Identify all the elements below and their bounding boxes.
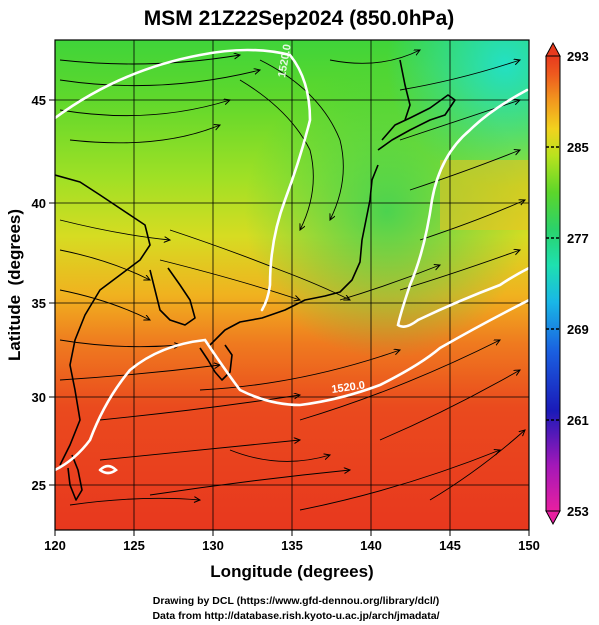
map-title: MSM 21Z22Sep2024 (850.0hPa) xyxy=(144,7,455,30)
colorbar-tick-label: 269 xyxy=(567,322,589,337)
colorbar-gradient xyxy=(545,55,561,512)
colorbar-tick-label: 277 xyxy=(567,231,589,246)
grid-lines xyxy=(55,40,529,530)
coastlines xyxy=(55,59,456,501)
tick-marks xyxy=(49,99,530,536)
contour-southwest-closed xyxy=(98,464,118,475)
x-axis-label: Longitude (degrees) xyxy=(210,562,373,581)
x-tick-label: 120 xyxy=(44,538,66,553)
colorbar: 293 285 277 269 261 253 xyxy=(545,41,589,526)
coastline-japan-hokkaido xyxy=(377,94,456,151)
x-tick-label: 125 xyxy=(123,538,145,553)
colorbar-tick-label: 253 xyxy=(567,504,589,519)
coastline-taiwan xyxy=(67,454,83,501)
warm-region-northeast xyxy=(440,160,529,230)
credit-data: Data from http://database.rish.kyoto-u.a… xyxy=(152,610,439,622)
colorbar-bottom-triangle xyxy=(545,510,561,526)
colorbar-tick-label: 285 xyxy=(567,140,589,155)
x-tick-label: 150 xyxy=(518,538,540,553)
coastline-sakhalin xyxy=(399,59,411,121)
coastline-korea xyxy=(149,267,196,326)
x-tick-label: 140 xyxy=(360,538,382,553)
y-tick-labels: 25 30 35 40 45 xyxy=(32,93,46,493)
x-tick-label: 130 xyxy=(202,538,224,553)
contour-north xyxy=(55,48,312,312)
contour-northeast xyxy=(396,88,529,328)
contour-1520 xyxy=(55,298,529,472)
colorbar-tick-label: 293 xyxy=(567,49,589,64)
y-tick-label: 40 xyxy=(32,196,46,211)
contour-label-1520-south: 1520.0 xyxy=(331,379,366,396)
coastline-japan-honshu xyxy=(209,164,379,346)
x-tick-label: 145 xyxy=(439,538,461,553)
y-axis-label: Latitude (degrees) xyxy=(5,209,24,361)
x-tick-labels: 120 125 130 135 140 145 150 xyxy=(44,538,540,553)
contour-south xyxy=(416,266,529,322)
credit-drawing: Drawing by DCL (https://www.gfd-dennou.o… xyxy=(153,595,439,607)
colorbar-tick-label: 261 xyxy=(567,413,589,428)
x-tick-label: 135 xyxy=(281,538,303,553)
y-tick-label: 45 xyxy=(32,93,46,108)
contour-label-1520-north: 1520.0 xyxy=(276,43,294,78)
wind-streamlines xyxy=(59,50,525,511)
y-tick-label: 25 xyxy=(32,478,46,493)
plot-area: 1520.0 1520.0 xyxy=(55,40,529,530)
coastline-china xyxy=(55,174,151,466)
colorbar-top-triangle xyxy=(545,41,561,57)
y-tick-label: 30 xyxy=(32,390,46,405)
coastline-japan-kyushu xyxy=(199,344,233,381)
y-tick-label: 35 xyxy=(32,296,46,311)
geopotential-contours xyxy=(55,48,529,475)
